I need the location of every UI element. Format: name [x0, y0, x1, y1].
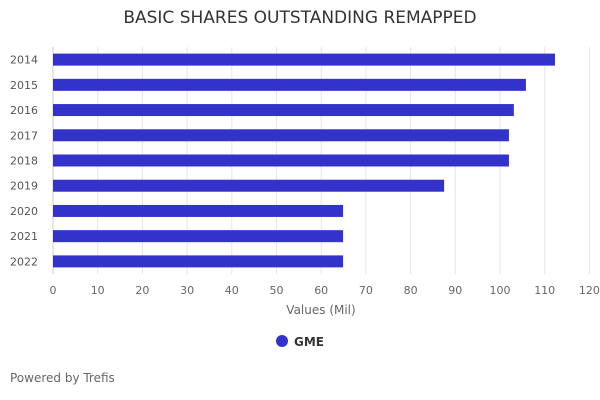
powered-by: Powered by Trefis	[10, 371, 115, 385]
chart-title: BASIC SHARES OUTSTANDING REMAPPED	[123, 8, 477, 28]
x-tick-label: 80	[404, 284, 418, 297]
bar-2014	[53, 53, 555, 66]
bar-2017	[53, 129, 509, 142]
y-tick-label: 2014	[10, 54, 38, 67]
legend-marker	[276, 335, 288, 347]
y-tick-label: 2018	[10, 155, 38, 168]
bar-2021	[53, 230, 344, 243]
bar-2019	[53, 179, 445, 192]
bar-2015	[53, 78, 526, 91]
y-tick-label: 2017	[10, 129, 38, 142]
legend[interactable]: GME	[0, 335, 600, 349]
x-axis-label: Values (Mil)	[286, 303, 355, 317]
x-tick-label: 120	[579, 284, 600, 297]
y-tick-label: 2016	[10, 104, 38, 117]
bar-2020	[53, 204, 344, 217]
x-tick-label: 40	[225, 284, 239, 297]
x-tick-label: 50	[270, 284, 284, 297]
x-tick-label: 0	[50, 284, 57, 297]
bar-2018	[53, 154, 509, 167]
x-tick-label: 90	[448, 284, 462, 297]
x-tick-label: 10	[91, 284, 105, 297]
legend-label: GME	[294, 335, 324, 349]
y-tick-label: 2019	[10, 180, 38, 193]
bar-2016	[53, 104, 514, 117]
x-tick-label: 60	[314, 284, 328, 297]
x-tick-label: 110	[534, 284, 555, 297]
x-tick-label: 30	[180, 284, 194, 297]
y-tick-label: 2022	[10, 255, 38, 268]
y-tick-label: 2021	[10, 230, 38, 243]
y-tick-label: 2015	[10, 79, 38, 92]
x-tick-label: 100	[490, 284, 511, 297]
y-tick-label: 2020	[10, 205, 38, 218]
x-tick-label: 20	[135, 284, 149, 297]
x-tick-label: 70	[359, 284, 373, 297]
bar-2022	[53, 255, 344, 268]
